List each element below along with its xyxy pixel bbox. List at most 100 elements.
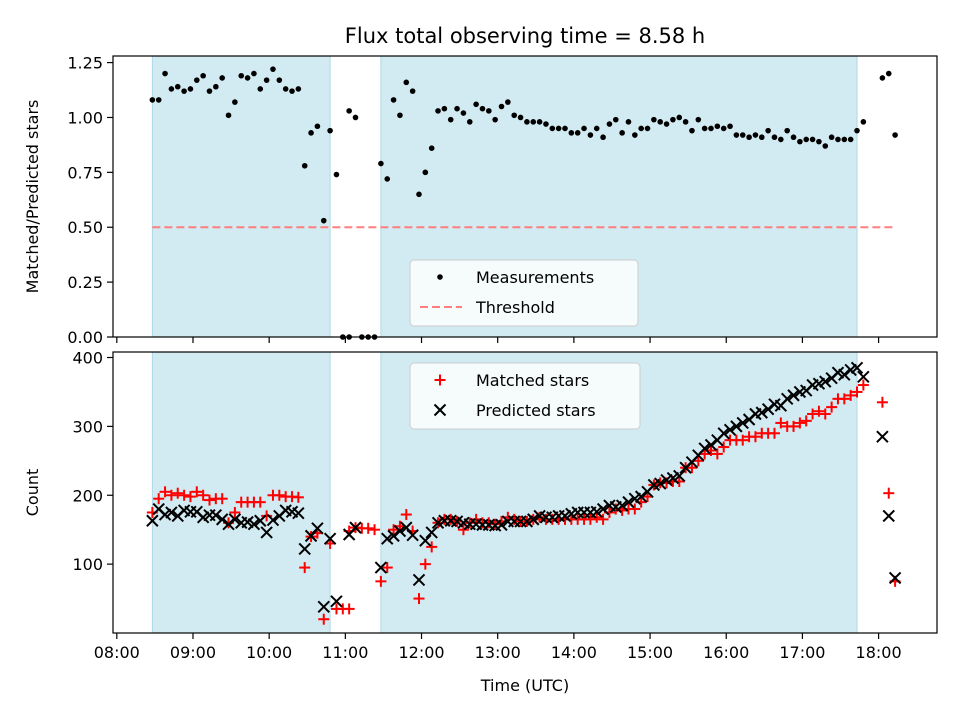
matched-point — [184, 491, 196, 503]
matched-point — [261, 510, 273, 522]
matched-point — [597, 513, 609, 525]
predicted-stars-points — [146, 361, 902, 614]
measurement-point — [651, 116, 657, 123]
predicted-point-b — [412, 573, 426, 587]
legend-threshold-label: Threshold — [475, 298, 555, 317]
predicted-point-b — [311, 522, 324, 535]
bottom-legend: Matched stars Predicted stars — [409, 362, 641, 430]
measurement-point — [600, 134, 606, 141]
measurement-point — [270, 66, 276, 72]
x-tick-label: 18:00 — [856, 643, 902, 662]
measurement-point — [409, 88, 416, 94]
predicted-point-b — [495, 518, 508, 532]
predicted-point-b — [146, 514, 159, 527]
measurement-point — [536, 119, 543, 125]
measurement-point — [619, 130, 625, 136]
predicted-point-b — [330, 595, 343, 608]
predicted-point — [349, 521, 362, 534]
matched-point — [768, 427, 780, 439]
predicted-point — [317, 600, 330, 614]
measurement-point — [308, 130, 314, 136]
measurement-point — [854, 127, 860, 134]
matched-point — [381, 562, 393, 574]
predicted-point — [495, 518, 508, 532]
bottom-axes-frame — [112, 351, 938, 634]
measurement-point — [574, 130, 581, 136]
matched-point — [229, 506, 241, 518]
measurement-point — [555, 125, 562, 132]
measurement-point — [524, 119, 530, 125]
matched-point — [826, 401, 838, 413]
predicted-point-b — [177, 504, 191, 517]
measurement-point — [879, 75, 886, 81]
predicted-point-b — [444, 514, 457, 527]
predicted-point-b — [634, 490, 648, 503]
predicted-point — [209, 509, 223, 522]
measurement-point — [479, 105, 486, 112]
predicted-point — [819, 375, 832, 388]
measurement-point — [771, 134, 778, 141]
measurement-point — [638, 125, 644, 132]
predicted-point — [323, 532, 337, 545]
predicted-point-b — [406, 528, 419, 542]
predicted-point-b — [419, 534, 432, 547]
predicted-point-b — [736, 416, 749, 430]
measurement-point — [435, 108, 441, 114]
x-tick-label: 13:00 — [475, 643, 521, 662]
measurement-point — [397, 112, 403, 119]
predicted-point — [717, 427, 730, 440]
x-tick-label: 10:00 — [246, 643, 292, 662]
predicted-point-b — [768, 398, 781, 411]
measurement-point — [314, 123, 321, 130]
matched-point — [203, 494, 215, 506]
measurement-point — [295, 86, 302, 92]
predicted-point-b — [622, 495, 635, 509]
measurement-point — [778, 136, 784, 143]
matched-point — [851, 386, 863, 398]
predicted-point — [247, 517, 261, 531]
predicted-point — [298, 542, 311, 556]
predicted-point-b — [698, 442, 711, 455]
predicted-point-b — [317, 600, 330, 614]
predicted-point-b — [723, 423, 737, 437]
predicted-point-b — [323, 532, 337, 545]
measurement-point — [460, 110, 467, 116]
x-tick-label: 15:00 — [627, 643, 673, 662]
predicted-point-b — [596, 502, 610, 516]
matched-point — [197, 489, 209, 501]
legend-measurements-label: Measurements — [476, 268, 594, 287]
predicted-point-b — [838, 368, 851, 381]
predicted-point-b — [850, 361, 864, 375]
matched-point — [254, 496, 266, 508]
predicted-point — [622, 495, 635, 509]
y-tick-label: 0.75 — [67, 163, 103, 182]
matched-point — [819, 408, 831, 420]
matched-point — [845, 389, 857, 401]
measurement-point — [714, 123, 721, 130]
matched-point — [711, 448, 723, 460]
predicted-point-b — [241, 515, 254, 529]
predicted-point-b — [425, 526, 438, 539]
measurement-point — [333, 171, 340, 178]
legend-predicted-marker — [433, 403, 447, 417]
legend-matched-marker — [434, 374, 446, 386]
measurement-point — [568, 130, 575, 136]
measurement-point — [543, 121, 549, 127]
predicted-point — [266, 513, 280, 527]
predicted-point-b — [190, 505, 204, 518]
y-tick-label: 0.00 — [67, 328, 103, 347]
x-tick-label: 12:00 — [398, 643, 444, 662]
predicted-point — [406, 528, 419, 542]
predicted-point-b — [615, 499, 629, 512]
measurement-point — [193, 77, 200, 83]
predicted-point-b — [374, 561, 388, 574]
matched-point — [292, 491, 304, 503]
y-tick-label: 1.00 — [67, 108, 103, 127]
x-tick-label: 14:00 — [551, 643, 597, 662]
predicted-point — [387, 529, 400, 543]
measurement-point — [701, 125, 708, 132]
measurement-point — [174, 83, 181, 90]
measurement-point — [790, 134, 797, 141]
predicted-point-b — [590, 505, 603, 518]
